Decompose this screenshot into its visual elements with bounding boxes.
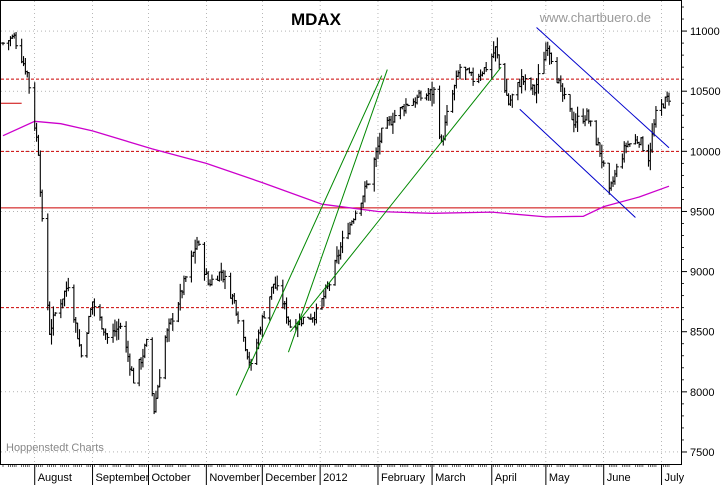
x-tick-label-november: November <box>209 472 260 484</box>
price-bar <box>510 93 515 108</box>
price-bar <box>262 311 267 319</box>
price-bar <box>445 105 449 126</box>
price-bar <box>105 333 110 344</box>
price-bar <box>575 106 580 132</box>
price-bar <box>314 303 319 324</box>
price-bar <box>131 367 136 384</box>
price-bar <box>418 90 423 101</box>
price-bar <box>497 54 502 69</box>
trendline-5 <box>519 108 636 218</box>
price-bar <box>66 277 71 292</box>
y-tick-label-11000: 11000 <box>690 26 720 38</box>
price-bar <box>288 319 293 328</box>
price-bar <box>667 92 671 106</box>
price-bar <box>209 274 214 286</box>
y-axis: 11000 10500 10000 9500 9000 8500 8000 7500 <box>681 6 721 459</box>
price-bar <box>170 312 175 331</box>
x-tick-label-2012: 2012 <box>323 472 347 484</box>
trendline-3 <box>289 66 502 333</box>
y-tick-label-7500: 7500 <box>690 447 714 459</box>
x-tick-label-august: August <box>38 472 72 484</box>
trendline-1 <box>235 75 383 396</box>
price-bar <box>223 270 227 290</box>
price-bar <box>392 109 397 123</box>
price-bar <box>653 106 658 128</box>
x-tick-label-february: February <box>381 472 426 484</box>
price-bar <box>157 369 162 388</box>
price-bar <box>92 298 97 317</box>
price-bar <box>327 283 332 292</box>
x-tick-label-march: March <box>435 472 466 484</box>
price-bar <box>405 103 410 107</box>
price-bar <box>53 312 58 317</box>
horizontal-lines <box>1 78 681 309</box>
price-bar <box>79 344 84 358</box>
moving-average <box>2 120 670 218</box>
price-bar <box>458 63 463 80</box>
trendlines <box>235 27 670 396</box>
price-bar <box>431 87 436 104</box>
plot-frame <box>0 0 682 465</box>
x-tick-label-may: May <box>549 472 570 484</box>
price-bar <box>353 210 358 221</box>
price-bar <box>588 120 593 127</box>
price-bar <box>549 52 554 65</box>
price-bar <box>484 62 489 72</box>
price-bar <box>366 183 371 186</box>
price-bar <box>640 136 645 152</box>
price-bar <box>627 143 632 147</box>
trendline-4 <box>536 27 670 149</box>
y-tick-label-8000: 8000 <box>690 387 714 399</box>
price-bar <box>523 74 528 91</box>
price-bar <box>183 275 188 282</box>
trendline-2 <box>287 69 388 353</box>
price-bar <box>196 240 201 246</box>
x-tick-label-april: April <box>495 472 517 484</box>
price-bar <box>40 189 45 222</box>
price-bar <box>14 32 19 50</box>
price-bars <box>1 32 671 415</box>
price-bar <box>379 127 384 144</box>
price-bar <box>275 275 280 291</box>
price-bar <box>614 163 619 178</box>
price-bar <box>601 160 606 167</box>
y-tick-label-9000: 9000 <box>690 267 714 279</box>
watermark: www.chartbuero.de <box>539 10 651 25</box>
price-bar <box>118 322 123 329</box>
y-tick-label-10000: 10000 <box>690 146 721 158</box>
y-tick-label-10500: 10500 <box>690 86 721 98</box>
price-bar <box>1 42 5 46</box>
x-axis: August September October November December 20… <box>2 464 685 485</box>
x-tick-label-june: June <box>607 472 631 484</box>
credit-label: Hoppenstedt Charts <box>6 442 104 454</box>
price-bar <box>536 64 541 94</box>
moving-average-line <box>2 120 670 218</box>
price-bar <box>471 67 476 86</box>
x-tick-label-october: October <box>152 472 191 484</box>
price-bar <box>144 338 149 347</box>
x-tick-label-july: July <box>665 472 685 484</box>
price-bar <box>340 230 345 254</box>
x-tick-label-december: December <box>265 472 316 484</box>
y-tick-label-9500: 9500 <box>690 206 714 218</box>
price-bar <box>236 311 241 324</box>
price-bar <box>27 72 32 94</box>
x-tick-label-september: September <box>96 472 150 484</box>
chart-title: MDAX <box>291 10 342 29</box>
y-tick-label-8500: 8500 <box>690 327 714 339</box>
price-bar <box>301 316 306 325</box>
price-bar <box>562 87 567 100</box>
